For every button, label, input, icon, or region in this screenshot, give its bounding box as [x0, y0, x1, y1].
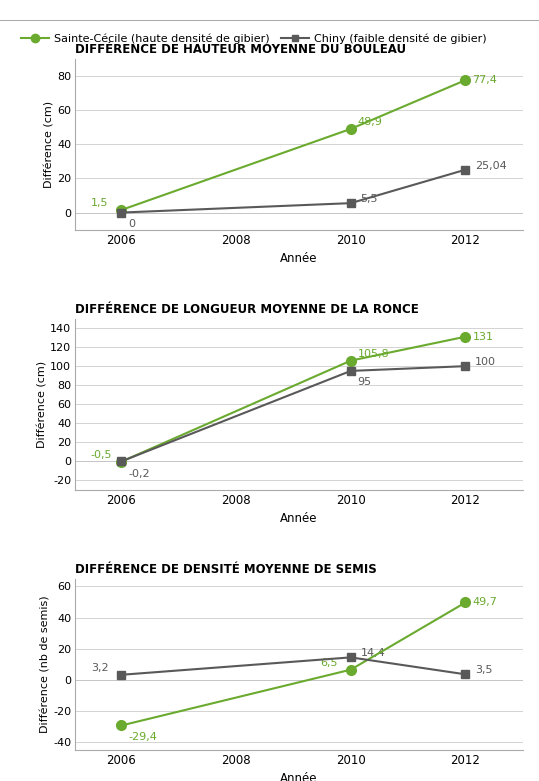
- Text: 77,4: 77,4: [472, 75, 497, 85]
- X-axis label: Année: Année: [280, 772, 318, 781]
- Text: DIFFÉRENCE DE HAUTEUR MOYENNE DU BOULEAU: DIFFÉRENCE DE HAUTEUR MOYENNE DU BOULEAU: [75, 43, 406, 56]
- Text: -29,4: -29,4: [128, 732, 157, 742]
- Text: 49,7: 49,7: [472, 597, 497, 608]
- Text: -0,5: -0,5: [91, 450, 112, 460]
- Text: 14,4: 14,4: [361, 648, 385, 658]
- Text: 105,8: 105,8: [358, 348, 389, 358]
- X-axis label: Année: Année: [280, 252, 318, 266]
- Text: 6,5: 6,5: [320, 658, 338, 668]
- Text: 100: 100: [475, 357, 496, 367]
- Text: 1,5: 1,5: [91, 198, 108, 208]
- Y-axis label: Différence (cm): Différence (cm): [44, 101, 54, 187]
- Y-axis label: Différence (cm): Différence (cm): [37, 361, 47, 448]
- Text: 95: 95: [358, 377, 372, 387]
- Text: -0,2: -0,2: [128, 469, 150, 479]
- Text: 3,5: 3,5: [475, 665, 493, 675]
- Text: 25,04: 25,04: [475, 161, 507, 170]
- Y-axis label: Différence (nb de semis): Différence (nb de semis): [40, 595, 50, 733]
- Text: 0: 0: [128, 219, 135, 229]
- Text: 48,9: 48,9: [358, 117, 383, 127]
- Legend: Sainte-Cécile (haute densité de gibier), Chiny (faible densité de gibier): Sainte-Cécile (haute densité de gibier),…: [16, 29, 491, 48]
- Text: DIFFÉRENCE DE DENSITÉ MOYENNE DE SEMIS: DIFFÉRENCE DE DENSITÉ MOYENNE DE SEMIS: [75, 563, 377, 576]
- X-axis label: Année: Année: [280, 512, 318, 526]
- Text: DIFFÉRENCE DE LONGUEUR MOYENNE DE LA RONCE: DIFFÉRENCE DE LONGUEUR MOYENNE DE LA RON…: [75, 303, 419, 316]
- Text: 5,5: 5,5: [361, 194, 378, 204]
- Text: 131: 131: [472, 332, 493, 341]
- Text: 3,2: 3,2: [91, 663, 108, 673]
